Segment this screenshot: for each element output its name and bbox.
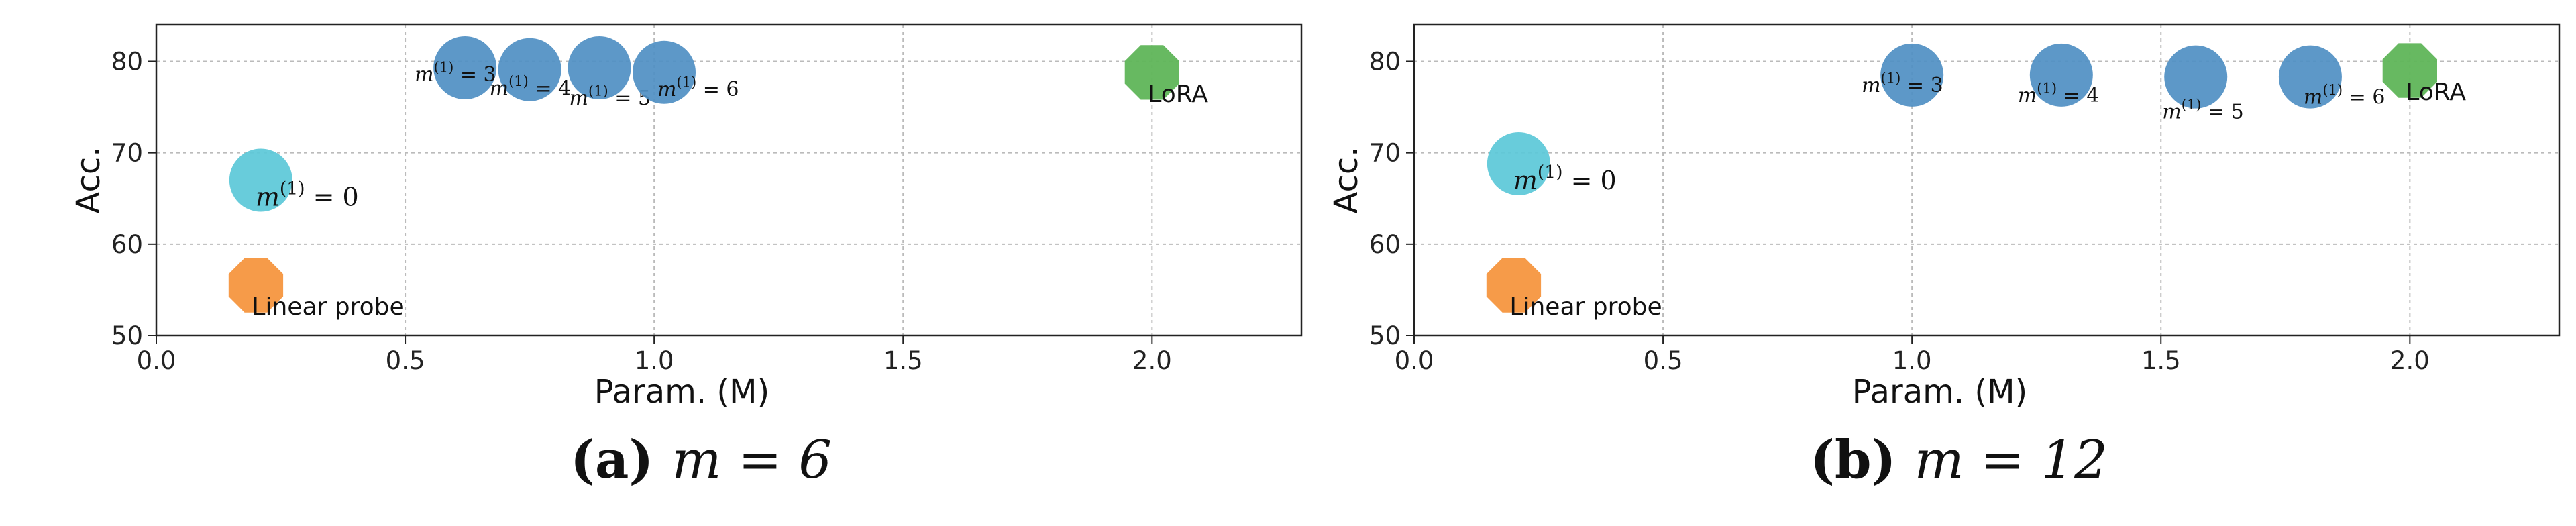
x-tick-label: 1.0 xyxy=(1892,346,1932,375)
x-tick-label: 0.0 xyxy=(1395,346,1434,375)
lora-marker xyxy=(1124,45,1179,100)
lora-marker xyxy=(2382,43,2437,98)
m-point-label: m(1) = 4 xyxy=(490,73,572,101)
m-point-marker xyxy=(229,148,292,212)
m-point-marker xyxy=(2029,43,2093,107)
chart-panel-a: 0.0 0.5 1.0 1.5 2.0 50 60 70 80 Param. (M) Acc. Lin… xyxy=(70,23,1303,490)
m-point-label: m(1) = 0 xyxy=(256,178,359,211)
m-point-marker xyxy=(1487,132,1550,195)
y-axis-title: Acc. xyxy=(1328,146,1365,213)
y-tick-label: 80 xyxy=(1369,47,1401,76)
chart-panel-b: 0.0 0.5 1.0 1.5 2.0 50 60 70 80 Param. (M) Acc. Lin… xyxy=(1328,23,2561,490)
plot-frame xyxy=(1413,23,2561,337)
y-axis-title: Acc. xyxy=(70,146,107,213)
plot-frame xyxy=(155,23,1303,337)
x-tick-label: 1.5 xyxy=(2141,346,2181,375)
linear-probe-marker xyxy=(228,258,284,313)
y-tick-label: 60 xyxy=(1369,230,1401,259)
x-tick-label: 1.0 xyxy=(635,346,674,375)
panel-caption: (a) m = 6 xyxy=(570,429,832,490)
m-point-label: m(1) = 0 xyxy=(1513,162,1617,195)
x-axis-title: Param. (M) xyxy=(1852,373,2028,411)
m-point-marker xyxy=(568,36,631,100)
m-point-label: m(1) = 5 xyxy=(2162,97,2244,124)
linear-probe-label: Linear probe xyxy=(252,293,404,321)
m-point-label: m(1) = 4 xyxy=(2018,80,2100,107)
m-point-marker xyxy=(498,38,561,101)
m-point-label: m(1) = 6 xyxy=(2304,82,2385,109)
y-tick-label: 70 xyxy=(1369,139,1401,168)
x-tick-label: 2.0 xyxy=(2390,346,2430,375)
m-point-marker xyxy=(633,40,696,104)
x-tick-label: 0.5 xyxy=(386,346,425,375)
linear-probe-label: Linear probe xyxy=(1509,293,1662,321)
y-tick-label: 50 xyxy=(1369,321,1401,350)
y-tick-label: 50 xyxy=(111,321,143,350)
m-point-marker xyxy=(1880,43,1944,107)
x-tick-label: 0.0 xyxy=(137,346,176,375)
m-point-label: m(1) = 3 xyxy=(415,60,496,87)
x-tick-label: 1.5 xyxy=(883,346,923,375)
m-point-marker xyxy=(433,36,497,100)
x-tick-label: 2.0 xyxy=(1132,346,1172,375)
x-tick-label: 0.5 xyxy=(1644,346,1683,375)
m-point-label: m(1) = 6 xyxy=(657,74,739,101)
lora-label: LoRA xyxy=(2406,78,2466,106)
lora-label: LoRA xyxy=(1148,81,1208,108)
m-point-label: m(1) = 3 xyxy=(1862,70,1943,97)
y-tick-label: 60 xyxy=(111,230,143,259)
panel-caption: (b) m = 12 xyxy=(1810,429,2108,490)
y-tick-label: 80 xyxy=(111,47,143,76)
y-tick-label: 70 xyxy=(111,139,143,168)
x-axis-title: Param. (M) xyxy=(594,373,770,411)
linear-probe-marker xyxy=(1486,258,1542,313)
m-point-marker xyxy=(2164,45,2228,109)
m-point-marker xyxy=(2278,45,2342,109)
